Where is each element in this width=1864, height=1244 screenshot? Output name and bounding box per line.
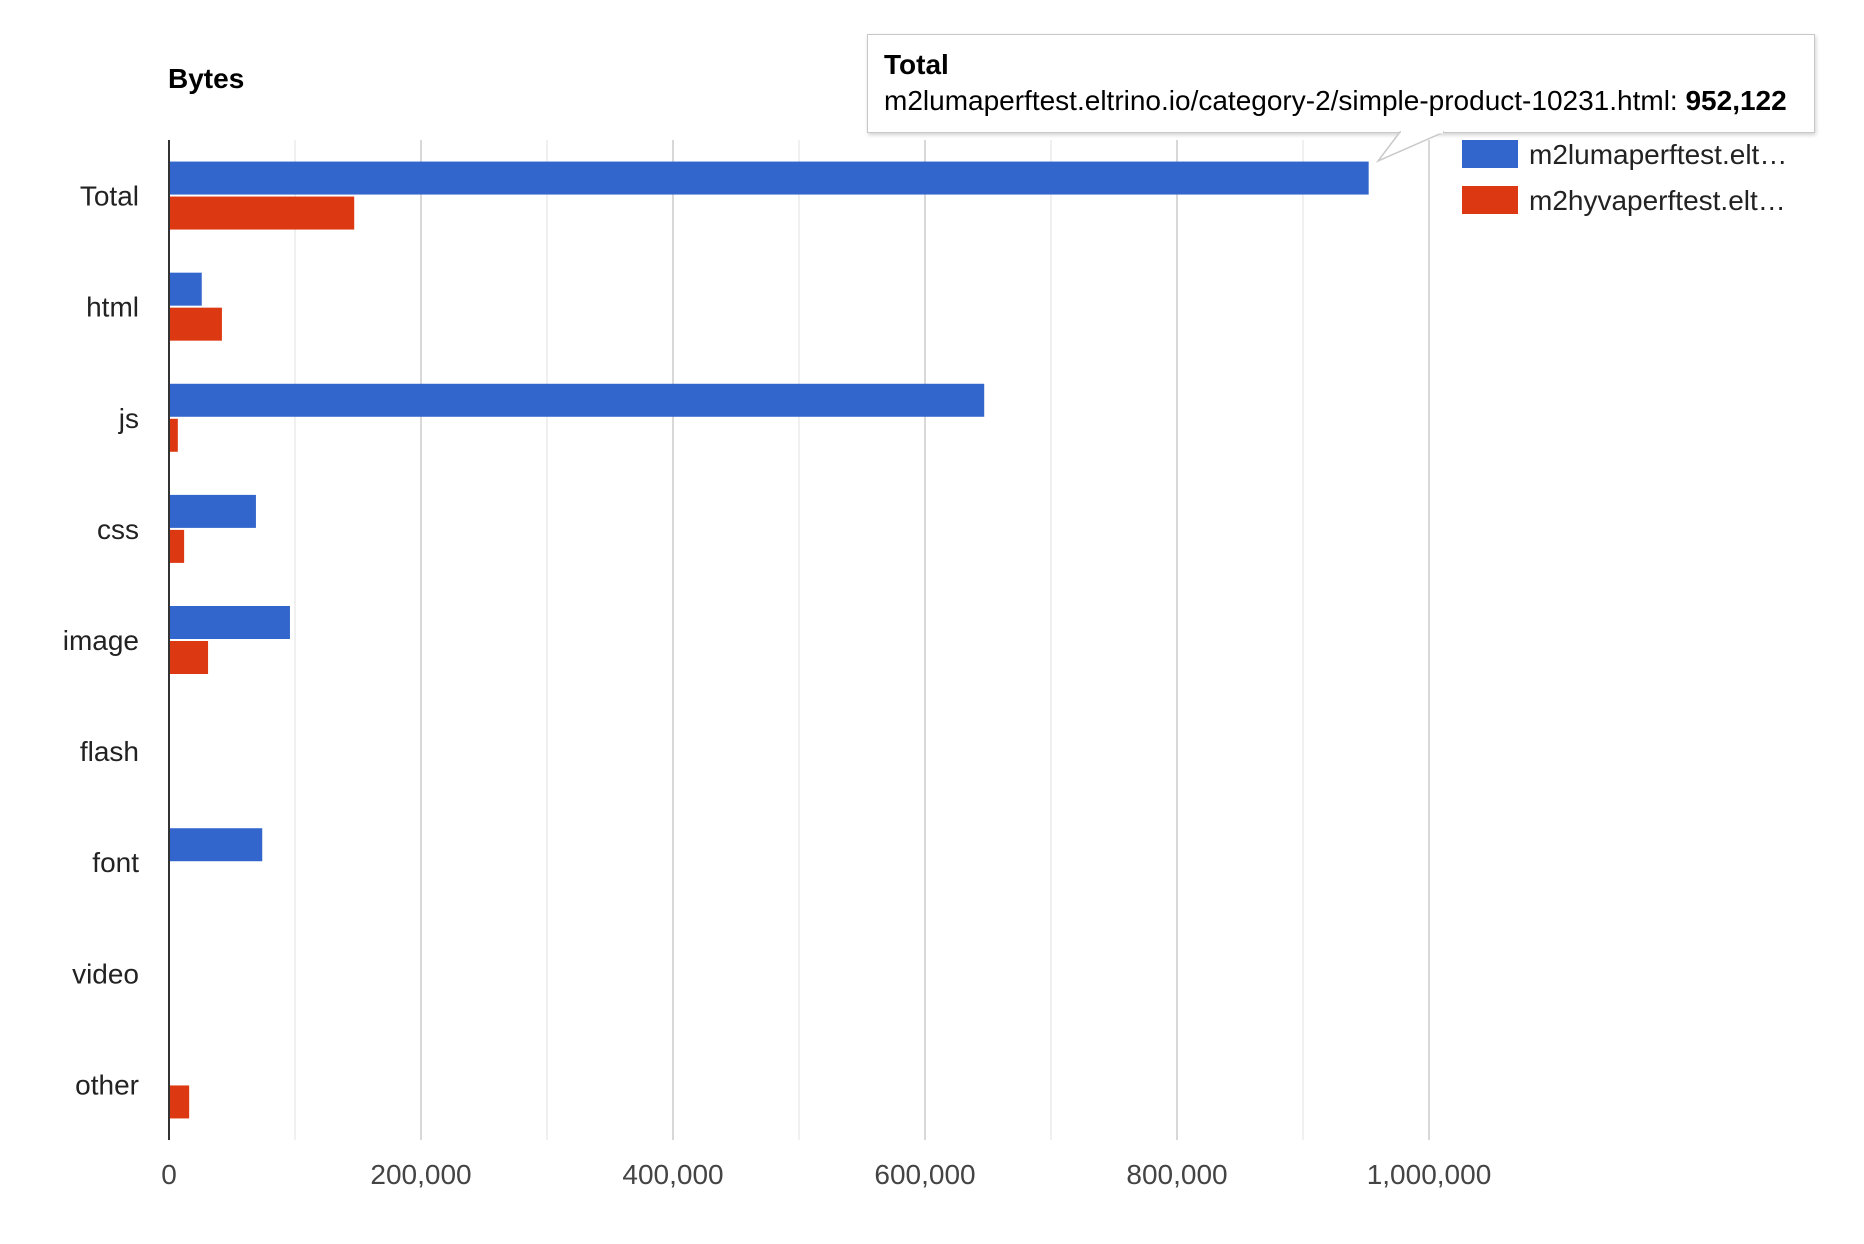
x-tick-label: 800,000 bbox=[1126, 1159, 1227, 1190]
tooltip-line: m2lumaperftest.eltrino.io/category-2/sim… bbox=[884, 83, 1814, 119]
y-category-label: html bbox=[86, 292, 139, 323]
tooltip-pointer bbox=[1375, 131, 1445, 163]
bar-series-2 bbox=[169, 1085, 190, 1119]
tooltip-title: Total bbox=[884, 49, 949, 80]
bar-series-2 bbox=[169, 196, 355, 230]
bar-series-1 bbox=[169, 828, 263, 862]
x-tick-label: 0 bbox=[161, 1159, 177, 1190]
bar-series-1 bbox=[169, 383, 985, 417]
y-category-label: js bbox=[118, 403, 139, 434]
tooltip-label: m2lumaperftest.eltrino.io/category-2/sim… bbox=[884, 85, 1678, 116]
y-category-label: image bbox=[63, 625, 139, 656]
x-tick-label: 200,000 bbox=[370, 1159, 471, 1190]
bar-series-2 bbox=[169, 307, 222, 341]
tooltip-value: 952,122 bbox=[1685, 85, 1787, 116]
bar-series-2 bbox=[169, 641, 209, 674]
bar-series-1 bbox=[169, 494, 256, 528]
bar-series-1 bbox=[169, 161, 1369, 195]
bar-series-2 bbox=[169, 529, 185, 563]
legend-swatch bbox=[1462, 186, 1518, 214]
legend-label: m2lumaperftest.elt… bbox=[1529, 139, 1787, 170]
x-tick-label: 600,000 bbox=[874, 1159, 975, 1190]
y-category-label: css bbox=[97, 514, 139, 545]
bar-series-1 bbox=[169, 606, 290, 639]
y-category-label: flash bbox=[80, 736, 139, 767]
legend-swatch bbox=[1462, 140, 1518, 168]
chart-title: Bytes bbox=[168, 63, 244, 94]
y-category-label: other bbox=[75, 1069, 139, 1100]
bar-series-2 bbox=[169, 418, 178, 452]
y-category-label: video bbox=[72, 958, 139, 989]
y-category-label: Total bbox=[80, 181, 139, 212]
y-category-label: font bbox=[92, 847, 139, 878]
legend-label: m2hyvaperftest.elt… bbox=[1529, 185, 1786, 216]
tooltip: Total m2lumaperftest.eltrino.io/category… bbox=[867, 34, 1815, 133]
x-tick-label: 1,000,000 bbox=[1367, 1159, 1492, 1190]
bar-series-1 bbox=[169, 272, 202, 306]
x-tick-label: 400,000 bbox=[622, 1159, 723, 1190]
